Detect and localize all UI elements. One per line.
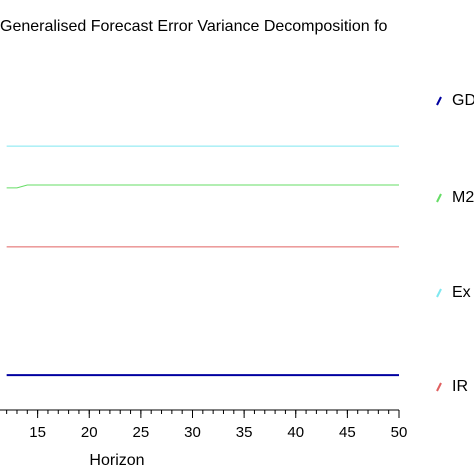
x-tick-label: 35 xyxy=(236,424,253,441)
x-tick-label: 45 xyxy=(339,424,356,441)
x-tick-label: 40 xyxy=(287,424,304,441)
legend-label: GD xyxy=(452,92,474,109)
x-tick-label: 50 xyxy=(391,424,408,441)
x-tick-label: 25 xyxy=(133,424,150,441)
legend-label: M2 xyxy=(452,189,474,206)
x-tick-label: 15 xyxy=(29,424,46,441)
x-axis-label: Horizon xyxy=(89,452,144,469)
series-line xyxy=(6,184,399,189)
legend-swatch xyxy=(436,288,442,298)
x-tick-label: 30 xyxy=(184,424,201,441)
legend-label: IR xyxy=(452,378,468,395)
legend-label: Ex xyxy=(452,284,471,301)
chart-title: Generalised Forecast Error Variance Deco… xyxy=(0,18,388,35)
legend-swatch xyxy=(436,382,442,392)
x-tick-label: 20 xyxy=(81,424,98,441)
legend-swatch xyxy=(436,193,442,203)
legend-swatch xyxy=(436,96,442,106)
